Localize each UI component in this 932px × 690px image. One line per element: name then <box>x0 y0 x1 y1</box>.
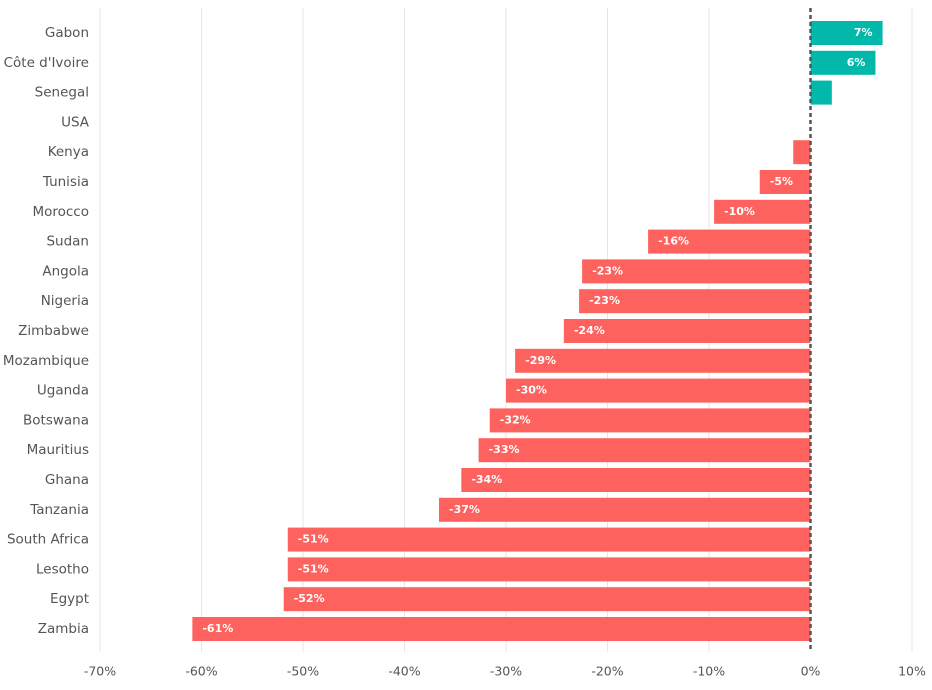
bar <box>793 140 811 165</box>
data-label: -23% <box>589 294 620 307</box>
data-labels: 7% 6% -5% -10% -16% -23% -23% -24% -29% -30% -32% -… <box>202 26 872 635</box>
category-labels: Gabon Côte d'Ivoire Senegal USA Kenya Tunisia… <box>3 25 90 637</box>
bar <box>810 80 832 105</box>
category-label: Lesotho <box>36 561 89 577</box>
data-label: -16% <box>658 235 689 248</box>
data-label: -61% <box>202 622 233 635</box>
category-label: Gabon <box>45 25 89 41</box>
bar <box>489 408 811 433</box>
bar <box>283 587 811 612</box>
x-axis-ticks: -70% -60% -50% -40% -30% -20% -10% 0% 10% <box>84 664 926 679</box>
bar <box>478 438 811 463</box>
category-label: Mauritius <box>27 442 89 458</box>
x-tick-label: 0% <box>801 664 821 679</box>
data-label: -34% <box>471 473 502 486</box>
category-label: USA <box>61 114 90 130</box>
x-tick-label: -20% <box>591 664 623 679</box>
data-label: -5% <box>770 175 793 188</box>
category-label: Zimbabwe <box>18 323 89 339</box>
category-label: Côte d'Ivoire <box>4 55 89 71</box>
bar <box>810 21 883 45</box>
x-tick-label: -40% <box>388 664 420 679</box>
bar <box>287 527 811 552</box>
bar <box>714 199 811 224</box>
category-label: Egypt <box>50 591 89 607</box>
category-label: Sudan <box>46 234 89 250</box>
bar <box>810 50 876 75</box>
category-label: Zambia <box>38 621 89 637</box>
category-label: South Africa <box>7 532 89 548</box>
data-label: -29% <box>525 354 556 367</box>
category-label: Nigeria <box>41 293 89 309</box>
bar <box>579 289 811 314</box>
category-label: Ghana <box>45 472 89 488</box>
x-tick-label: 10% <box>898 664 926 679</box>
category-label: Morocco <box>32 204 89 220</box>
data-label: -37% <box>449 503 480 516</box>
bar <box>759 170 811 194</box>
data-label: -23% <box>592 264 623 277</box>
data-label: -51% <box>298 562 329 575</box>
x-tick-label: -70% <box>84 664 116 679</box>
category-label: Angola <box>42 263 89 279</box>
bar <box>192 617 811 641</box>
data-label: 7% <box>854 26 873 39</box>
bar <box>439 497 811 522</box>
x-tick-label: -30% <box>490 664 522 679</box>
bar <box>515 348 811 373</box>
data-label: -24% <box>574 324 605 337</box>
x-tick-label: -50% <box>287 664 319 679</box>
bar <box>287 557 811 582</box>
bar <box>506 378 811 403</box>
data-label: -32% <box>500 413 531 426</box>
data-label: -10% <box>724 205 755 218</box>
bar <box>582 259 811 284</box>
category-label: Kenya <box>48 144 89 160</box>
data-label: -51% <box>298 533 329 546</box>
category-label: Uganda <box>37 383 89 399</box>
bars <box>192 21 883 641</box>
category-label: Mozambique <box>3 353 89 369</box>
bar <box>648 229 811 254</box>
x-tick-label: -10% <box>693 664 725 679</box>
bar <box>461 468 811 492</box>
category-label: Tunisia <box>42 174 89 190</box>
category-label: Tanzania <box>29 502 89 518</box>
data-label: -30% <box>516 384 547 397</box>
category-label: Senegal <box>35 85 89 101</box>
category-label: Botswana <box>23 412 89 428</box>
bar <box>563 319 811 343</box>
x-tick-label: -60% <box>185 664 217 679</box>
data-label: -33% <box>489 443 520 456</box>
data-label: -52% <box>294 592 325 605</box>
data-label: 6% <box>847 56 866 69</box>
